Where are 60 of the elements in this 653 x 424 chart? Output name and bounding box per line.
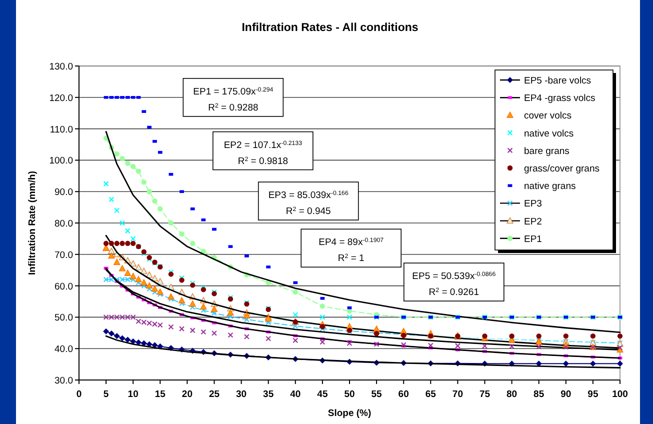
y-tick-label: 100.0 [49, 156, 73, 167]
legend-label: EP4 -grass volcs [524, 93, 596, 104]
y-axis-title: Infiltration Rate (mm/h) [27, 171, 38, 275]
x-tick-label: 20 [182, 389, 192, 400]
y-tick-label: 80.0 [54, 218, 73, 230]
x-tick-label: 35 [263, 389, 274, 400]
x-tick-label: 45 [317, 389, 328, 400]
x-tick-label: 65 [425, 389, 437, 400]
x-tick-label: 55 [371, 389, 383, 400]
equation-box: EP5 = 50.539x$^{-0.0866}$ R$^{2}$ = 0.9261 [404, 262, 504, 302]
y-tick-label: 60.0 [54, 281, 73, 292]
annotation: EP1 = 175.09x$^{-0.294}$ [193, 86, 274, 98]
x-tick-label: 30 [236, 389, 247, 400]
annotation: R$^{2}$ = 0.9288 [208, 102, 258, 114]
y-tick-label: 120.0 [49, 92, 73, 104]
legend-label: native volcs [524, 128, 574, 140]
x-tick-label: 95 [588, 389, 599, 400]
x-tick-label: 90 [560, 389, 572, 400]
y-tick-label: 30.0 [54, 376, 73, 386]
annotation: EP3 = 85.039x$^{-0.166}$ [268, 190, 349, 202]
legend-label: EP2 [524, 216, 542, 228]
legend-label: native grans [524, 181, 576, 192]
y-tick-label: 90.0 [54, 187, 73, 198]
y-tick-label: 50.0 [54, 312, 73, 324]
chart-title: Infiltration Rates - All conditions [242, 22, 418, 34]
annotation: EP4 = 89x$^{-0.1907}$ [318, 236, 384, 248]
equation-box: EP2 = 107.1x$^{-0.2133}$ R$^{2}$ = 0.9818 [212, 131, 314, 170]
x-tick-label: 100 [612, 389, 628, 400]
legend-label: EP5 -bare volcs [524, 76, 592, 86]
equation-box: EP4 = 89x$^{-0.1907}$ R$^{2}$ = 1 [300, 228, 402, 268]
annotation: R$^{2}$ = 0.9818 [238, 155, 288, 167]
annotation: R$^{2}$ = 0.9261 [428, 286, 480, 298]
annotation: EP2 = 107.1x$^{-0.2133}$ [224, 139, 303, 151]
legend-label: grass/cover grans [524, 164, 600, 174]
y-tick-label: 40.0 [54, 344, 73, 356]
x-tick-label: 80 [506, 389, 518, 400]
x-tick-label: 15 [154, 389, 166, 400]
legend-label: bare grans [524, 146, 570, 157]
x-tick-label: 5 [103, 389, 110, 400]
equation-box: EP1 = 175.09x$^{-0.294}$ R$^{2}$ = 0.9288 [182, 78, 284, 117]
y-tick-label: 70.0 [54, 250, 73, 261]
annotation: EP5 = 50.539x$^{-0.0866}$ [412, 270, 496, 282]
legend-label: cover volcs [524, 110, 572, 122]
x-tick-label: 75 [479, 389, 491, 400]
y-tick-label: 130.0 [49, 62, 73, 72]
legend-label: EP3 [524, 198, 542, 210]
annotation: R$^{2}$ = 1 [338, 252, 364, 264]
x-tick-label: 10 [128, 389, 138, 400]
x-tick-label: 0 [76, 389, 82, 400]
annotation: R$^{2}$ = 0.945 [286, 206, 331, 218]
x-tick-label: 40 [290, 389, 301, 400]
x-tick-label: 50 [344, 389, 355, 400]
equation-box: EP3 = 85.039x$^{-0.166}$ R$^{2}$ = 0.945 [258, 182, 359, 220]
x-tick-label: 70 [452, 389, 463, 400]
x-axis-title: Slope (%) [328, 408, 372, 419]
x-tick-label: 60 [398, 389, 409, 400]
y-tick-label: 110.0 [50, 124, 73, 136]
x-tick-label: 85 [534, 389, 545, 400]
x-tick-label: 25 [208, 389, 220, 400]
legend-label: EP1 [524, 234, 542, 245]
